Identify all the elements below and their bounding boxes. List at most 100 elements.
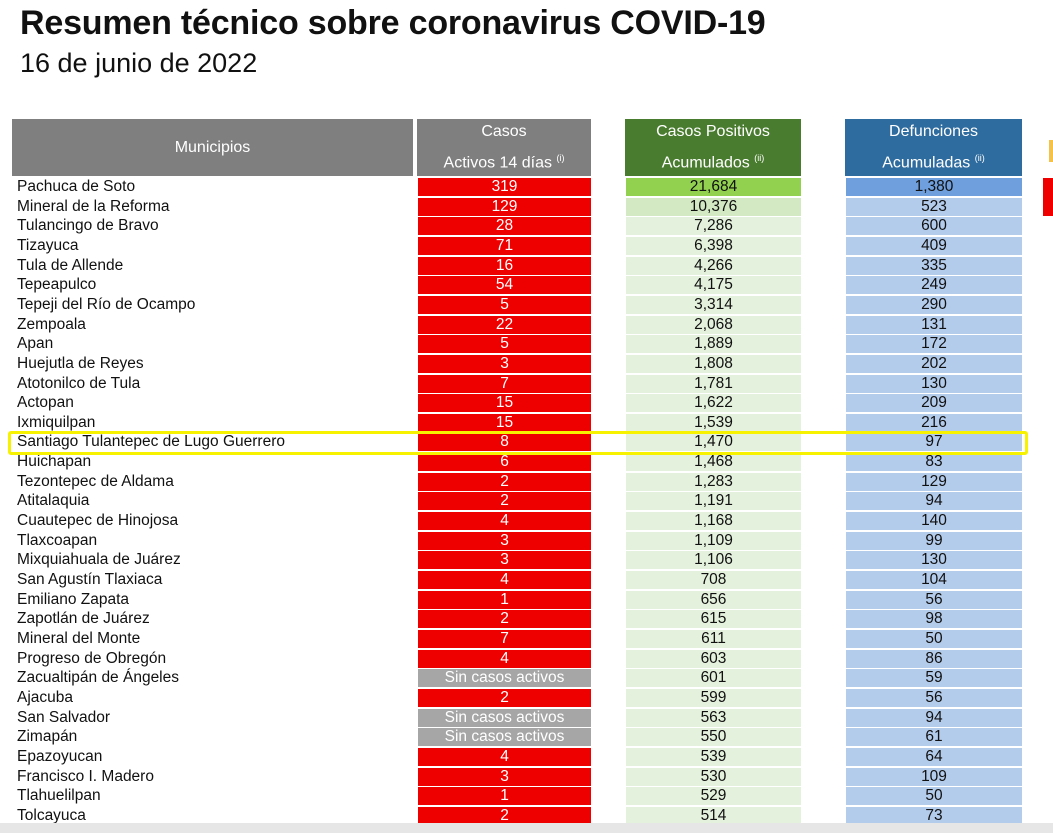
defunciones-value: 83: [846, 453, 1022, 472]
casos-positivos-value: 1,889: [626, 335, 801, 354]
municipio-name: Santiago Tulantepec de Lugo Guerrero: [17, 433, 285, 451]
casos-activos-value: 129: [418, 197, 591, 216]
municipio-name: Tula de Allende: [17, 256, 124, 274]
municipio-name: Tlaxcoapan: [17, 531, 98, 549]
municipio-name: Huejutla de Reyes: [17, 354, 144, 372]
legend-swatch-red: [1043, 178, 1053, 216]
municipio-name: Tizayuca: [17, 236, 79, 254]
casos-activos-value: 3: [418, 767, 591, 786]
header-activos-line2: Activos 14 días (i): [443, 152, 565, 172]
municipio-name: Apan: [17, 335, 54, 353]
municipio-name: Tepeji del Río de Ocampo: [17, 295, 196, 313]
defunciones-value: 104: [846, 571, 1022, 589]
casos-positivos-value: 10,376: [626, 197, 801, 216]
table-row: Francisco I. Madero 3 530 109: [0, 767, 1053, 788]
casos-activos-value: 71: [418, 236, 591, 255]
casos-positivos-value: 2,068: [626, 315, 801, 334]
table-row: Actopan 15 1,622 209: [0, 394, 1053, 414]
table-row: Mineral del Monte 7 611 50: [0, 629, 1053, 650]
header-defunciones: Defunciones Acumuladas (ii): [845, 119, 1022, 176]
table-row: Huejutla de Reyes 3 1,808 202: [0, 354, 1053, 375]
report-date: 16 de junio de 2022: [20, 48, 258, 78]
casos-positivos-value: 1,106: [626, 551, 801, 570]
casos-positivos-value: 1,781: [626, 374, 801, 393]
table-row: Mixquiahuala de Juárez 3 1,106 130: [0, 551, 1053, 571]
defunciones-value: 94: [846, 708, 1022, 727]
defunciones-value: 98: [846, 610, 1022, 629]
table-row: Tezontepec de Aldama 2 1,283 129: [0, 472, 1053, 493]
header-defunciones-line2: Acumuladas (ii): [882, 152, 985, 172]
defunciones-value: 290: [846, 295, 1022, 314]
table-row: Apan 5 1,889 172: [0, 335, 1053, 355]
casos-positivos-value: 601: [626, 669, 801, 688]
casos-positivos-value: 615: [626, 610, 801, 629]
table-row: Tula de Allende 16 4,266 335: [0, 256, 1053, 277]
defunciones-value: 94: [846, 492, 1022, 511]
casos-positivos-value: 550: [626, 728, 801, 747]
defunciones-value: 202: [846, 354, 1022, 373]
municipio-name: San Salvador: [17, 708, 111, 726]
municipio-name: Tlahuelilpan: [17, 787, 101, 805]
table-row: Cuautepec de Hinojosa 4 1,168 140: [0, 512, 1053, 532]
casos-positivos-value: 529: [626, 787, 801, 806]
table-row: Zempoala 22 2,068 131: [0, 315, 1053, 336]
table-row: Emiliano Zapata 1 656 56: [0, 590, 1053, 611]
casos-positivos-value: 1,622: [626, 394, 801, 413]
defunciones-value: 109: [846, 767, 1022, 786]
footnote-marker-i: (i): [556, 152, 565, 163]
table-row: Tepeapulco 54 4,175 249: [0, 276, 1053, 296]
municipio-name: Zimapán: [17, 728, 78, 746]
casos-activos-value: 2: [418, 492, 591, 511]
horizontal-scrollbar[interactable]: [0, 823, 1053, 833]
table-row: Atitalaquia 2 1,191 94: [0, 492, 1053, 512]
header-positivos-line2: Acumulados (ii): [661, 152, 765, 172]
casos-positivos-value: 1,168: [626, 512, 801, 531]
casos-positivos-value: 1,283: [626, 472, 801, 491]
defunciones-value: 64: [846, 747, 1022, 766]
table-row: Tolcayuca 2 514 73: [0, 806, 1053, 827]
defunciones-value: 600: [846, 217, 1022, 236]
municipio-name: Mixquiahuala de Juárez: [17, 551, 181, 569]
casos-positivos-value: 7,286: [626, 217, 801, 236]
table-row: Atotonilco de Tula 7 1,781 130: [0, 374, 1053, 395]
municipio-name: Epazoyucan: [17, 747, 103, 765]
casos-positivos-value: 656: [626, 590, 801, 609]
casos-positivos-value: 1,808: [626, 354, 801, 373]
table-row: Huichapan 6 1,468 83: [0, 453, 1053, 473]
casos-positivos-value: 6,398: [626, 236, 801, 255]
municipio-name: Atitalaquia: [17, 492, 90, 510]
casos-positivos-value: 599: [626, 688, 801, 707]
casos-activos-value: 319: [418, 178, 591, 196]
casos-positivos-value: 708: [626, 571, 801, 589]
casos-positivos-value: 1,109: [626, 531, 801, 550]
defunciones-value: 1,380: [846, 178, 1022, 196]
casos-activos-value: 22: [418, 315, 591, 334]
casos-positivos-value: 1,470: [626, 433, 801, 452]
casos-activos-value: 6: [418, 453, 591, 472]
casos-activos-value: 3: [418, 551, 591, 570]
municipio-name: Zacualtipán de Ángeles: [17, 669, 180, 687]
legend-swatch-gray: [1049, 140, 1053, 162]
casos-activos-value: Sin casos activos: [418, 708, 591, 727]
defunciones-value: 131: [846, 315, 1022, 334]
table-row: Epazoyucan 4 539 64: [0, 747, 1053, 768]
casos-activos-value: 2: [418, 472, 591, 491]
casos-activos-value: 1: [418, 590, 591, 609]
casos-activos-value: 4: [418, 571, 591, 589]
table-row: Tlahuelilpan 1 529 50: [0, 787, 1053, 807]
defunciones-value: 130: [846, 374, 1022, 393]
casos-positivos-value: 4,266: [626, 256, 801, 275]
casos-positivos-value: 563: [626, 708, 801, 727]
header-defunciones-line1: Defunciones: [889, 122, 978, 140]
header-casos-positivos: Casos Positivos Acumulados (ii): [625, 119, 801, 176]
header-casos-activos: Casos Activos 14 días (i): [417, 119, 591, 176]
defunciones-value: 129: [846, 472, 1022, 491]
table-row: Tepeji del Río de Ocampo 5 3,314 290: [0, 295, 1053, 316]
defunciones-value: 61: [846, 728, 1022, 747]
defunciones-value: 73: [846, 806, 1022, 825]
page-title: Resumen técnico sobre coronavirus COVID-…: [20, 4, 766, 42]
municipio-name: Tepeapulco: [17, 276, 97, 294]
defunciones-value: 335: [846, 256, 1022, 275]
casos-activos-value: 15: [418, 394, 591, 413]
defunciones-value: 216: [846, 413, 1022, 432]
